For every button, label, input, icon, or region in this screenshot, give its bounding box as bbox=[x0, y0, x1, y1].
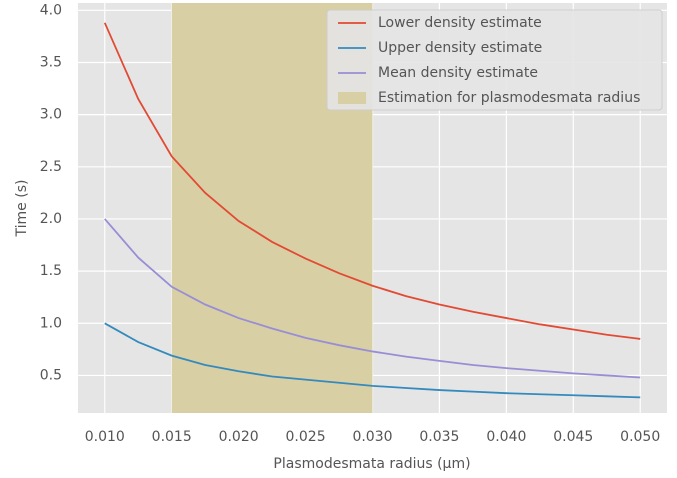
line bbox=[103, 22, 641, 340]
y-tick-label: 3.5 bbox=[40, 54, 62, 70]
x-tick-label: 0.020 bbox=[219, 429, 259, 445]
x-tick-label: 0.045 bbox=[553, 429, 593, 445]
legend-swatch bbox=[338, 92, 366, 104]
legend-label: Lower density estimate bbox=[378, 15, 542, 31]
y-tick-label: 3.0 bbox=[40, 107, 62, 123]
x-tick-label: 0.050 bbox=[620, 429, 660, 445]
legend-label: Mean density estimate bbox=[378, 65, 538, 81]
y-tick-label: 2.5 bbox=[40, 159, 62, 175]
x-tick-label: 0.030 bbox=[352, 429, 392, 445]
x-tick-label: 0.035 bbox=[419, 429, 459, 445]
y-tick-label: 4.0 bbox=[40, 2, 62, 18]
x-tick-label: 0.040 bbox=[486, 429, 526, 445]
line bbox=[104, 218, 641, 379]
x-tick-label: 0.015 bbox=[152, 429, 192, 445]
y-tick-label: 0.5 bbox=[40, 367, 62, 383]
y-tick-label: 2.0 bbox=[40, 211, 62, 227]
legend-box bbox=[326, 9, 663, 111]
x-axis-label: Plasmodesmata radius (μm) bbox=[273, 456, 470, 472]
legend-label: Upper density estimate bbox=[378, 40, 542, 56]
x-tick-label: 0.010 bbox=[85, 429, 125, 445]
y-axis-label: Time (s) bbox=[14, 180, 30, 238]
y-tick-label: 1.5 bbox=[40, 263, 62, 279]
x-tick-label: 0.025 bbox=[286, 429, 326, 445]
y-tick-label: 1.0 bbox=[40, 315, 62, 331]
legend-label: Estimation for plasmodesmata radius bbox=[378, 90, 640, 106]
line bbox=[104, 322, 641, 399]
